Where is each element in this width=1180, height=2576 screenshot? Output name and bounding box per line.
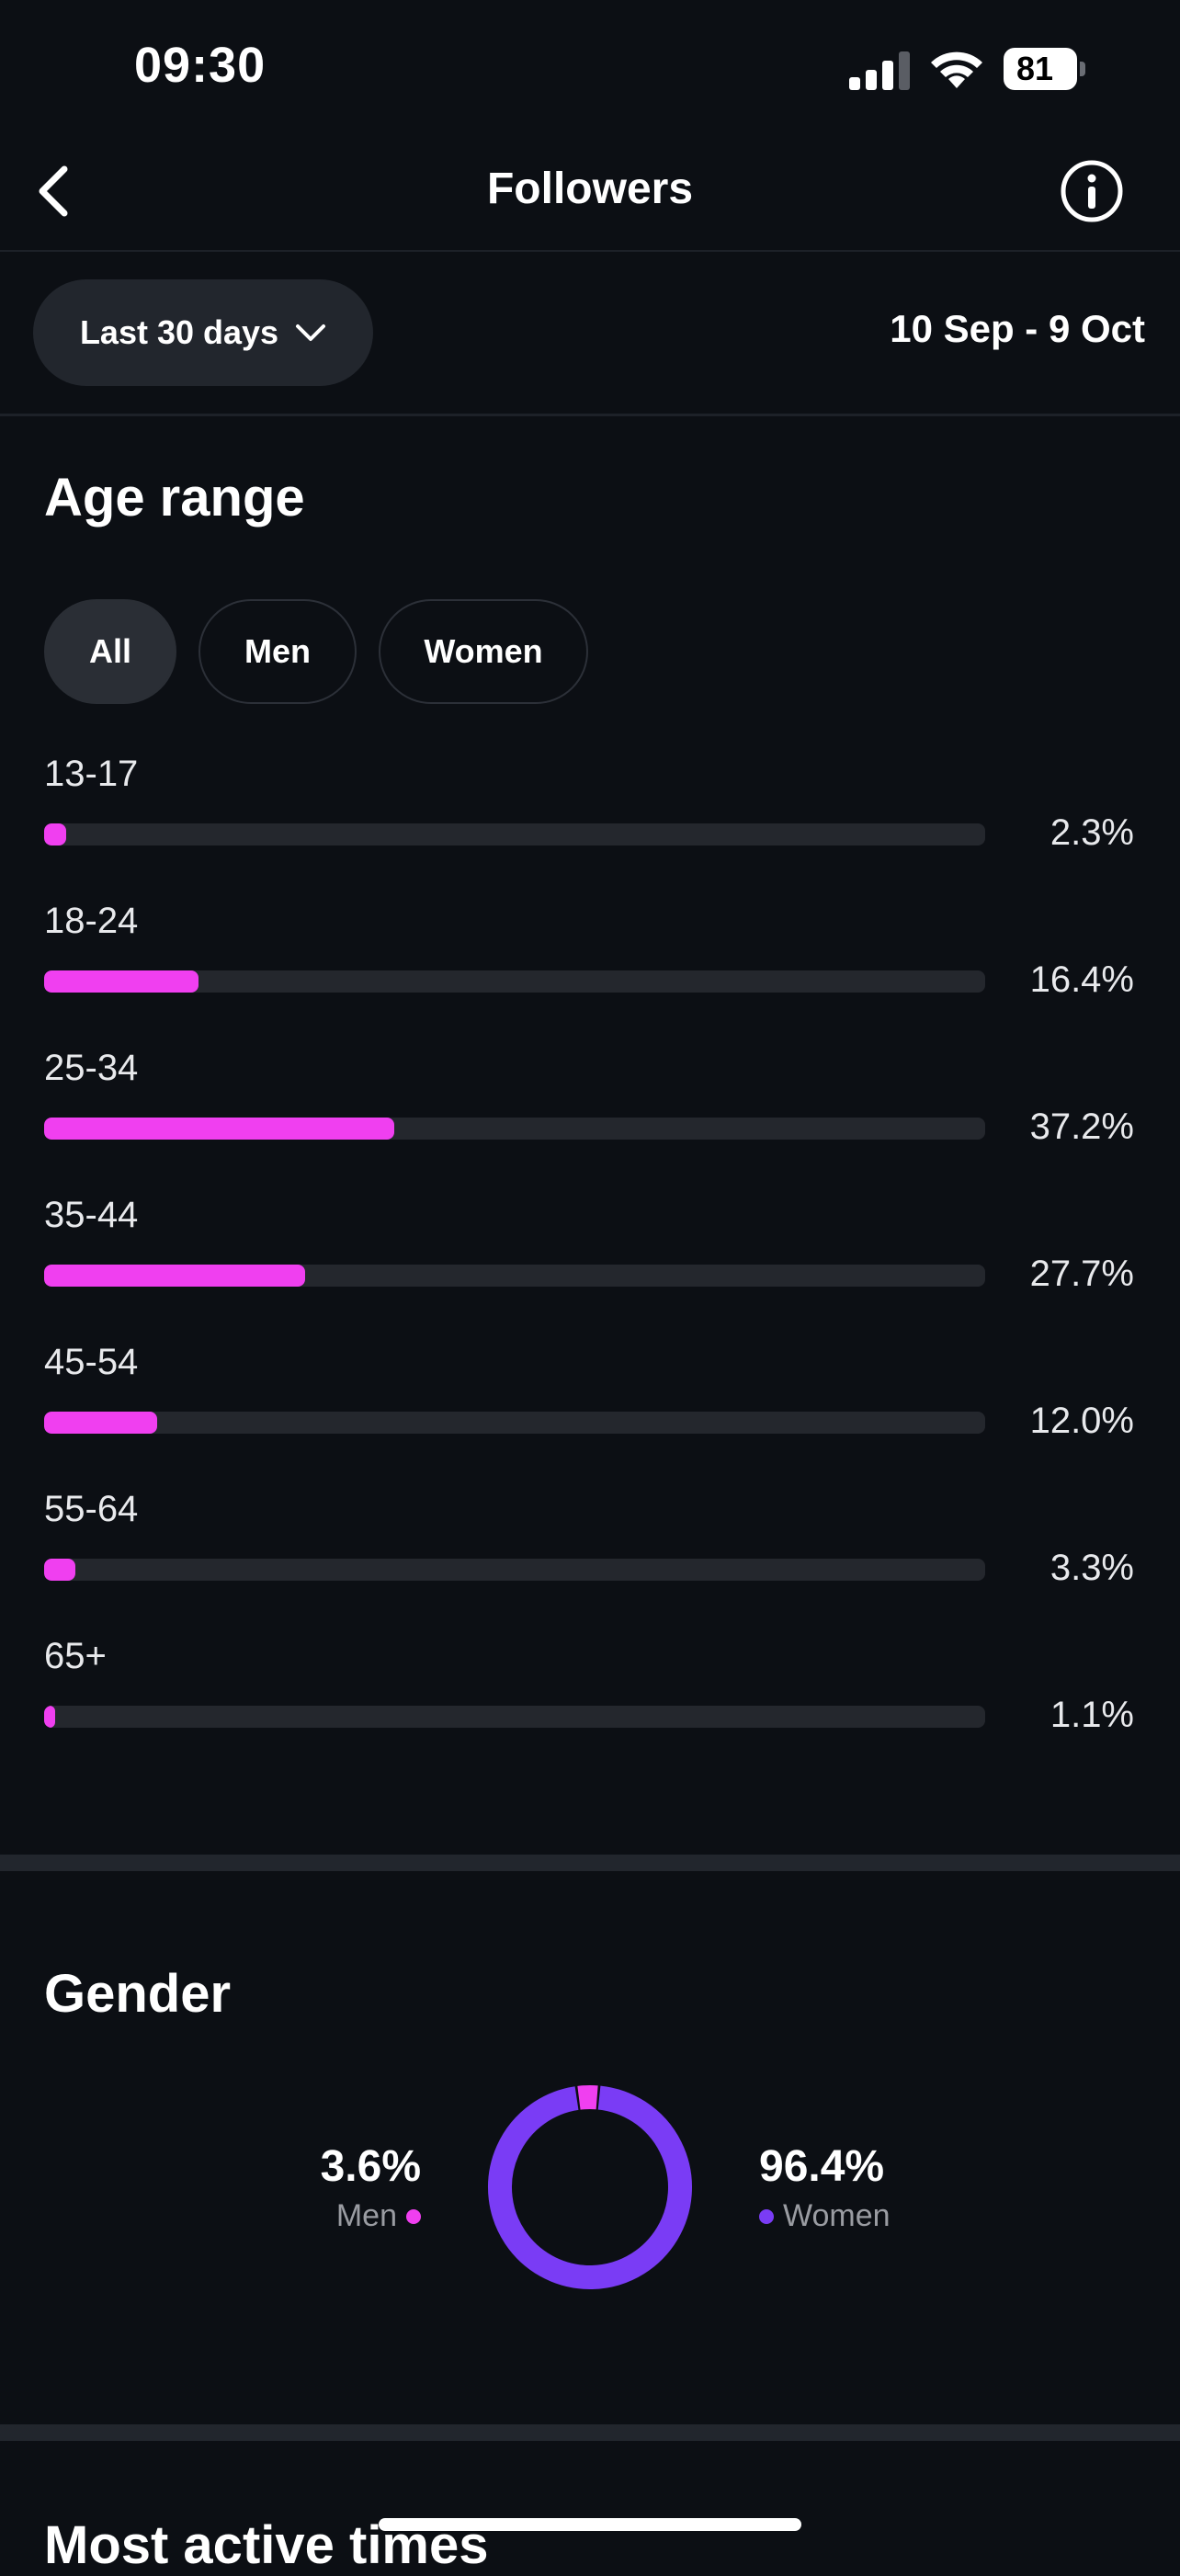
age-bar-track — [44, 823, 985, 845]
age-bucket-label: 25-34 — [44, 1048, 139, 1088]
chevron-down-icon — [296, 324, 326, 341]
age-percentage: 16.4% — [1029, 959, 1134, 1000]
age-row: 65+ 1.1% — [0, 1636, 1180, 1783]
age-bar-fill — [44, 1265, 305, 1287]
age-percentage: 3.3% — [1050, 1548, 1134, 1588]
tab-women[interactable]: Women — [379, 599, 588, 704]
age-percentage: 27.7% — [1029, 1254, 1134, 1294]
age-percentage: 12.0% — [1029, 1401, 1134, 1441]
age-row: 13-17 2.3% — [0, 754, 1180, 901]
age-percentage: 37.2% — [1029, 1106, 1134, 1147]
age-bar-fill — [44, 823, 66, 845]
age-bar-fill — [44, 1118, 394, 1140]
donut-segment-women — [488, 2085, 692, 2289]
date-range: 10 Sep - 9 Oct — [890, 307, 1145, 350]
tab-all-label: All — [88, 632, 131, 670]
gender-donut-chart — [488, 2085, 692, 2289]
age-range-title: Age range — [44, 468, 305, 528]
donut-segment-men — [577, 2085, 598, 2110]
age-bucket-label: 55-64 — [44, 1489, 139, 1529]
women-percentage: 96.4% — [759, 2142, 885, 2191]
age-bar-fill — [44, 970, 199, 993]
age-bar-track — [44, 1706, 985, 1728]
section-divider — [0, 2424, 1180, 2441]
cellular-signal-icon — [849, 51, 910, 90]
age-bar-track — [44, 1412, 985, 1434]
status-time: 09:30 — [134, 38, 267, 93]
age-bucket-label: 13-17 — [44, 754, 139, 794]
age-bar-fill — [44, 1559, 75, 1581]
battery-level: 81 — [1015, 50, 1054, 87]
age-percentage: 2.3% — [1050, 812, 1134, 853]
gender-title: Gender — [44, 1964, 232, 2024]
age-bar-fill — [44, 1706, 56, 1728]
women-legend-label: Women — [783, 2198, 891, 2233]
age-row: 35-44 27.7% — [0, 1195, 1180, 1342]
age-bucket-label: 45-54 — [44, 1342, 139, 1382]
page-title: Followers — [486, 165, 694, 213]
tab-all[interactable]: All — [44, 599, 176, 704]
back-arrow-icon[interactable] — [28, 158, 83, 224]
age-bucket-label: 65+ — [44, 1636, 107, 1676]
age-row: 55-64 3.3% — [0, 1489, 1180, 1636]
men-legend-label: Men — [335, 2198, 397, 2233]
age-bar-track — [44, 1265, 985, 1287]
home-indicator — [379, 2518, 801, 2531]
age-bar-track — [44, 970, 985, 993]
men-legend-dot — [406, 2208, 421, 2224]
gender-filter-tabs: All Men Women — [44, 599, 588, 704]
age-row: 25-34 37.2% — [0, 1048, 1180, 1195]
age-bar-track — [44, 1118, 985, 1140]
men-percentage: 3.6% — [320, 2142, 421, 2191]
period-label: Last 30 days — [79, 313, 279, 351]
age-percentage: 1.1% — [1050, 1695, 1134, 1735]
age-bar-track — [44, 1559, 985, 1581]
age-bar-fill — [44, 1412, 157, 1434]
age-row: 18-24 16.4% — [0, 901, 1180, 1048]
period-dropdown[interactable]: Last 30 days — [33, 279, 373, 386]
women-legend: Women — [759, 2198, 891, 2234]
age-bucket-label: 18-24 — [44, 901, 139, 941]
tab-women-label: Women — [424, 632, 543, 670]
tab-men-label: Men — [244, 632, 311, 670]
men-legend: Men — [336, 2198, 421, 2234]
tab-men[interactable]: Men — [199, 599, 357, 704]
age-row: 45-54 12.0% — [0, 1342, 1180, 1489]
section-divider — [0, 1855, 1180, 1871]
nav-bar: Followers — [0, 138, 1180, 252]
wifi-icon — [931, 51, 982, 88]
battery-icon: 81 — [1004, 48, 1086, 90]
age-bucket-label: 35-44 — [44, 1195, 139, 1235]
info-icon[interactable] — [1059, 158, 1125, 224]
filter-row: Last 30 days 10 Sep - 9 Oct — [0, 252, 1180, 416]
status-bar: 09:30 81 — [0, 0, 1180, 138]
women-legend-dot — [759, 2208, 774, 2224]
